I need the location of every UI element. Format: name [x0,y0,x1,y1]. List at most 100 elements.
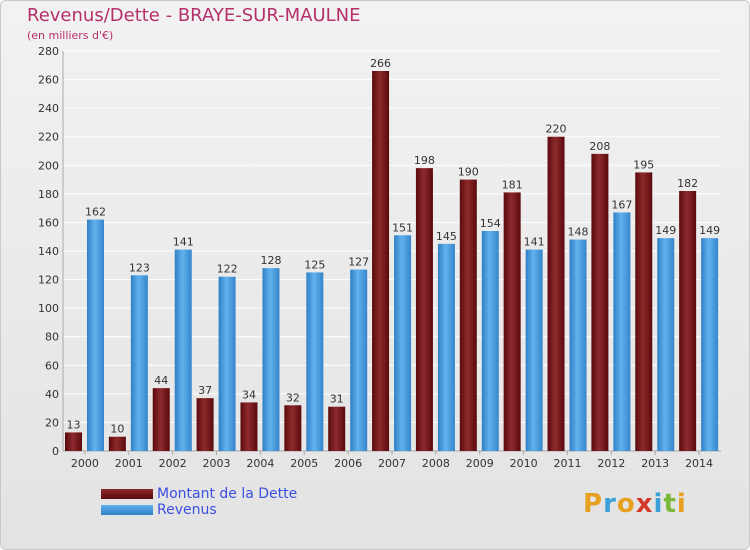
bar-dette [547,136,565,451]
legend-label-dette: Montant de la Dette [157,486,298,502]
data-label-dette: 195 [633,158,654,171]
data-label-revenus: 154 [480,217,501,230]
bar-dette [679,191,697,451]
data-label-revenus: 149 [699,224,720,237]
data-label-revenus: 162 [85,206,106,219]
bar-revenus [525,249,543,451]
y-tick-label: 80 [45,331,59,344]
data-label-revenus: 123 [129,261,150,274]
bar-dette [591,153,609,451]
bars [65,71,719,452]
x-tick-label: 2003 [203,457,231,470]
x-tick-label: 2011 [553,457,581,470]
bar-dette [372,71,390,451]
bar-dette [459,179,477,452]
bar-dette [65,432,82,451]
logo-letter: o [616,489,636,519]
x-tick-label: 2005 [290,457,318,470]
bar-dette [240,402,258,451]
legend-swatch-dette [101,489,153,499]
data-label-revenus: 151 [392,221,413,234]
y-tick-label: 140 [38,245,59,258]
y-tick-label: 120 [38,274,59,287]
logo-letter: i [653,489,664,519]
x-tick-label: 2010 [510,457,538,470]
bar-dette [328,406,346,451]
data-label-dette: 44 [154,374,168,387]
x-tick-label: 2014 [685,457,713,470]
legend-swatch-revenus [101,505,153,515]
chart-subtitle: (en milliers d'€) [27,29,114,42]
data-label-dette: 10 [110,423,124,436]
data-label-dette: 34 [242,388,256,401]
data-label-dette: 181 [502,178,523,191]
x-tick-label: 2013 [641,457,669,470]
x-tick-label: 2007 [378,457,406,470]
x-tick-label: 2004 [246,457,274,470]
data-label-revenus: 149 [655,224,676,237]
data-label-revenus: 145 [436,230,457,243]
x-tick-label: 2006 [334,457,362,470]
x-tick-label: 2012 [597,457,625,470]
y-tick-label: 160 [38,216,59,229]
bar-revenus [613,212,631,451]
x-tick-label: 2009 [466,457,494,470]
data-label-revenus: 125 [304,258,325,271]
y-tick-label: 260 [38,74,59,87]
data-label-dette: 32 [286,391,300,404]
bar-revenus [130,275,148,451]
data-label-dette: 37 [198,384,212,397]
y-tick-label: 240 [38,102,59,115]
x-tick-label: 2008 [422,457,450,470]
y-tick-label: 100 [38,302,59,315]
bar-dette [152,388,170,451]
y-tick-label: 40 [45,388,59,401]
bar-dette [196,398,214,451]
bar-revenus [218,276,236,451]
y-tick-label: 180 [38,188,59,201]
logo-letter: x [635,489,654,519]
bar-revenus [306,272,324,451]
bar-dette [284,405,302,451]
y-tick-label: 220 [38,131,59,144]
bar-dette [503,192,521,451]
data-label-dette: 220 [546,123,567,136]
proxiti-logo: Proxiti [583,489,687,519]
bar-revenus [437,243,455,451]
y-tick-label: 280 [38,45,59,58]
y-tick-label: 200 [38,159,59,172]
x-tick-label: 2002 [159,457,187,470]
data-labels: 13 162 10 123 44 141 37 122 34 128 32 125 31 127 266 15… [67,57,721,436]
data-label-revenus: 167 [611,198,632,211]
axes: 0 20 40 60 80 100 120 140 160 180 200 220 240 260 280 2… [38,45,721,470]
legend-label-revenus: Revenus [157,502,217,518]
logo-letter: P [583,489,604,519]
data-label-dette: 190 [458,166,479,179]
y-tick-label: 60 [45,359,59,372]
data-label-dette: 208 [589,140,610,153]
data-label-revenus: 128 [260,254,281,267]
data-label-revenus: 141 [524,236,545,249]
bar-revenus [701,238,719,451]
data-label-revenus: 148 [568,226,589,239]
data-label-dette: 31 [330,393,344,406]
data-label-dette: 266 [370,57,391,70]
y-tick-label: 20 [45,416,59,429]
bar-revenus [481,231,499,451]
bar-dette [415,168,433,451]
bar-revenus [174,249,192,451]
logo-letter: i [676,489,687,519]
bar-revenus [394,235,412,451]
bar-revenus [657,238,675,451]
logo-letter: t [663,489,677,519]
logo-letter: r [603,489,617,519]
data-label-revenus: 141 [173,236,194,249]
chart-title: Revenus/Dette - BRAYE-SUR-MAULNE [27,5,361,26]
bar-revenus [569,239,587,451]
bar-dette [108,436,126,451]
grid-lines [63,50,721,452]
bar-revenus [262,268,280,451]
data-label-dette: 13 [67,418,81,431]
